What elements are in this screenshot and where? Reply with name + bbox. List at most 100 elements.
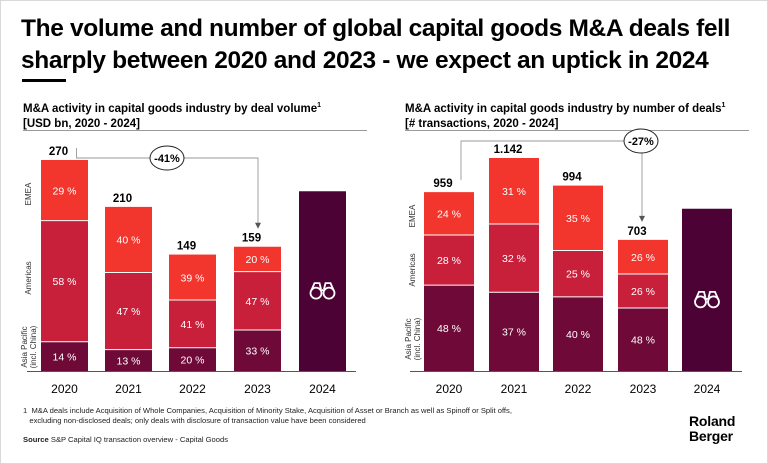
- deals-label-2023-emea: 26 %: [631, 252, 655, 264]
- volume-bar-2023-americas: [234, 271, 281, 330]
- deals-bar-2024-forecast: [682, 208, 732, 371]
- right-panel-underline: [405, 130, 749, 131]
- volume-bar-2020-emea: [41, 160, 88, 221]
- volume-change-bubble: [149, 145, 185, 171]
- volume-bar-2024-forecast: [299, 191, 346, 371]
- deals-bar-2020-apac: [424, 285, 474, 371]
- logo-line2: Berger: [689, 428, 733, 444]
- volume-change-label: -41%: [154, 153, 180, 165]
- deals-bar-2022-americas: [553, 250, 603, 297]
- footnote: 1 M&A deals include Acquisition of Whole…: [23, 406, 663, 426]
- deals-total-2021: 1.142: [494, 144, 523, 156]
- binoculars-icon: [309, 282, 336, 300]
- volume-xtick-2020: 2020: [51, 382, 78, 396]
- deals-label-2021-emea: 31 %: [502, 186, 526, 198]
- deals-bar-2022-emea: [553, 185, 603, 251]
- volume-bar-2021-americas: [105, 272, 152, 350]
- left-panel-title-line2: [USD bn, 2020 - 2024]: [23, 117, 140, 130]
- deals-bar-2023-apac: [618, 308, 668, 371]
- source-text: S&P Capital IQ transaction overview - Ca…: [50, 435, 229, 444]
- volume-change-arrowhead: [255, 222, 261, 229]
- roland-berger-logo: Roland Berger: [689, 414, 735, 444]
- deals-label-2022-apac: 40 %: [566, 329, 590, 341]
- headline: The volume and number of global capital …: [21, 15, 731, 74]
- left-panel-title-line1: M&A activity in capital goods industry b…: [23, 102, 318, 115]
- volume-label-2021-apac: 13 %: [117, 355, 141, 367]
- logo-line1: Roland: [689, 413, 736, 429]
- deals-xtick-2023: 2023: [630, 382, 657, 396]
- volume-bar-2022-apac: [169, 347, 216, 371]
- left-panel-underline: [23, 130, 367, 131]
- deals-legend-apac: Asia Pacific(incl. China): [404, 317, 422, 360]
- volume-label-2022-apac: 20 %: [181, 354, 205, 366]
- right-panel-title-line2: [# transactions, 2020 - 2024]: [405, 117, 559, 130]
- deals-label-2023-apac: 48 %: [631, 335, 655, 347]
- deals-total-2020: 959: [433, 178, 452, 190]
- volume-chart: 14 % 58 % 29 % 270 2020 13 % 47 % 40 % 210 2021 20…: [20, 145, 356, 396]
- volume-xtick-2024: 2024: [309, 382, 336, 396]
- binoculars-icon: [694, 290, 720, 309]
- volume-label-2023-emea: 20 %: [246, 254, 270, 266]
- title-rule: [22, 79, 66, 82]
- deals-label-2020-americas: 28 %: [437, 255, 461, 267]
- deals-xtick-2024: 2024: [694, 382, 721, 396]
- deals-legend-emea: EMEA: [408, 204, 417, 227]
- deals-bar-2021-apac: [489, 292, 539, 371]
- deals-bar-2020-emea: [424, 192, 474, 236]
- deals-bar-2023-americas: [618, 273, 668, 309]
- volume-label-2020-americas: 58 %: [53, 276, 77, 288]
- volume-total-2022: 149: [177, 241, 196, 253]
- volume-xtick-2022: 2022: [179, 382, 206, 396]
- deals-label-2021-apac: 37 %: [502, 327, 526, 339]
- volume-label-2022-americas: 41 %: [181, 319, 205, 331]
- volume-label-2021-emea: 40 %: [117, 235, 141, 247]
- volume-bar-2023-emea: [234, 246, 281, 272]
- volume-total-2021: 210: [113, 193, 132, 205]
- volume-xtick-2023: 2023: [244, 382, 271, 396]
- volume-label-2023-americas: 47 %: [246, 296, 270, 308]
- volume-bar-2022-americas: [169, 299, 216, 348]
- volume-label-2021-americas: 47 %: [117, 306, 141, 318]
- volume-legend-emea: EMEA: [24, 182, 33, 205]
- deals-bar-2020-americas: [424, 235, 474, 286]
- deals-xtick-2021: 2021: [501, 382, 528, 396]
- deals-label-2022-americas: 25 %: [566, 269, 590, 281]
- right-panel-title-line1: M&A activity in capital goods industry b…: [405, 102, 722, 115]
- volume-total-2020: 270: [49, 146, 68, 158]
- deals-label-2023-americas: 26 %: [631, 286, 655, 298]
- deals-bar-2021-emea: [489, 158, 539, 225]
- deals-bar-2022-apac: [553, 296, 603, 371]
- deals-label-2021-americas: 32 %: [502, 253, 526, 265]
- deals-change-label: -27%: [628, 136, 654, 148]
- volume-label-2023-apac: 33 %: [246, 345, 270, 357]
- deals-change-bubble: [623, 128, 659, 154]
- deals-xtick-2022: 2022: [565, 382, 592, 396]
- deals-bar-2021-americas: [489, 224, 539, 293]
- volume-bar-2021-emea: [105, 206, 152, 273]
- footnote-marker: 1: [23, 406, 28, 415]
- volume-bar-2023-apac: [234, 329, 281, 371]
- volume-bar-2021-apac: [105, 349, 152, 371]
- right-panel-footnote-ref: 1: [721, 102, 726, 109]
- volume-label-2020-apac: 14 %: [53, 351, 77, 363]
- footnote-line2: excluding non-disclosed deals; only deal…: [29, 416, 366, 425]
- left-panel-footnote-ref: 1: [317, 102, 322, 109]
- volume-bar-2020-apac: [41, 341, 88, 371]
- deals-label-2020-apac: 48 %: [437, 323, 461, 335]
- deals-label-2020-emea: 24 %: [437, 209, 461, 221]
- right-panel-title: M&A activity in capital goods industry b…: [405, 98, 725, 132]
- deals-change-bracket: [460, 140, 643, 220]
- source-line: Source S&P Capital IQ transaction overvi…: [23, 435, 228, 444]
- volume-label-2020-emea: 29 %: [53, 185, 77, 197]
- deals-change-arrowhead: [639, 215, 645, 222]
- volume-bar-2022-emea: [169, 254, 216, 300]
- deals-total-2022: 994: [562, 172, 582, 184]
- deals-xtick-2020: 2020: [436, 382, 463, 396]
- deals-label-2022-emea: 35 %: [566, 213, 590, 225]
- volume-legend-americas: Americas: [24, 261, 33, 294]
- deals-chart: 48 % 28 % 24 % 959 2020 37 % 32 % 31 % 1.142 2021…: [404, 128, 742, 396]
- deals-bar-2023-emea: [618, 239, 668, 274]
- left-panel-title: M&A activity in capital goods industry b…: [23, 98, 321, 132]
- volume-bar-2020-americas: [41, 220, 88, 342]
